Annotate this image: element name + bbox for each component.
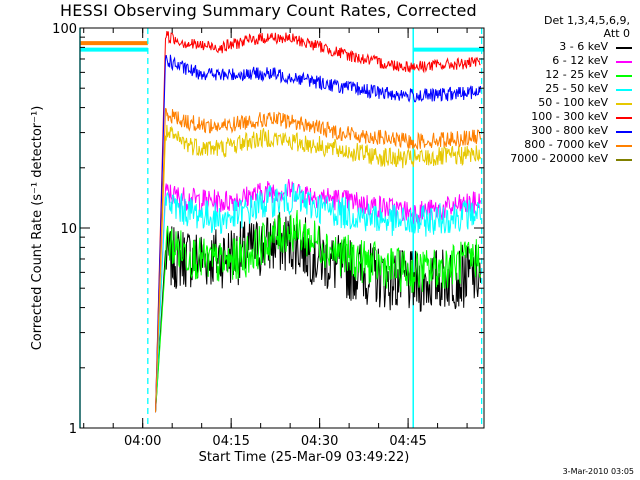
series-line-6-12-kev [155,179,481,413]
series-line-25-50-kev [155,183,481,413]
series-line-3-6-kev [155,211,481,413]
series-line-100-300-kev [155,31,481,413]
series-line-12-25-kev [155,209,481,413]
legend-entry: 7000 - 20000 keV [484,152,634,166]
y-axis-label: Corrected Count Rate (s⁻¹ detector⁻¹) [30,106,45,351]
generation-timestamp: 3-Mar-2010 03:05 [562,467,634,476]
legend-entry: 12 - 25 keV [484,68,634,82]
y-tick-label: 100 [52,22,77,37]
legend-header-line-1: Det 1,3,4,5,6,9, [543,14,630,27]
plot-frame [79,27,485,429]
legend-entry-swatch [616,131,632,133]
series-line-50-100-kev [155,124,481,413]
overlay-layer [79,28,484,428]
series-line-300-800-kev [155,54,481,413]
x-tick-label: 04:00 [124,434,161,449]
x-tick-label: 04:30 [301,434,338,449]
legend-entry-swatch [616,117,632,119]
legend-entry-label: 6 - 12 keV [552,54,608,67]
legend: Det 1,3,4,5,6,9, Att 0 3 - 6 keV 6 - 12 k… [484,14,634,166]
legend-header-line-2: Att 0 [603,27,630,40]
legend-entry: 300 - 800 keV [484,124,634,138]
legend-entry-swatch [616,89,632,91]
legend-entry-label: 800 - 7000 keV [524,138,608,151]
legend-entry-label: 12 - 25 keV [545,68,608,81]
legend-entry: 800 - 7000 keV [484,138,634,152]
legend-entry-swatch [616,103,632,105]
legend-entry-label: 100 - 300 keV [531,110,608,123]
x-tick-label: 04:45 [389,434,426,449]
y-tick-label: 10 [60,222,77,237]
series-layer [155,31,481,413]
legend-entry-swatch [616,159,632,161]
legend-entry-label: 3 - 6 keV [559,40,608,53]
legend-entry-label: 25 - 50 keV [545,82,608,95]
legend-entry-swatch [616,61,632,63]
chart-title: HESSI Observing Summary Count Rates, Cor… [60,1,477,20]
legend-entry-swatch [616,75,632,77]
legend-entry: 3 - 6 keV [484,40,634,54]
legend-entry-label: 300 - 800 keV [531,124,608,137]
legend-entry: 100 - 300 keV [484,110,634,124]
series-line-800-7000-kev [155,107,481,413]
legend-entry-label: 7000 - 20000 keV [510,152,608,165]
legend-entry: 50 - 100 keV [484,96,634,110]
axis-layer: 04:00 04:15 04:30 04:45 1 10 100 Start Time (25… [30,22,484,465]
y-tick-label: 1 [69,422,77,437]
legend-entries: 3 - 6 keV 6 - 12 keV 12 - 25 keV 25 - 50 ke… [484,40,634,166]
legend-entry: 25 - 50 keV [484,82,634,96]
legend-entry-swatch [616,47,632,49]
legend-entry: 6 - 12 keV [484,54,634,68]
legend-entry-swatch [616,145,632,147]
x-tick-label: 04:15 [212,434,249,449]
x-axis-label: Start Time (25-Mar-09 03:49:22) [199,450,410,465]
legend-entry-label: 50 - 100 keV [538,96,608,109]
